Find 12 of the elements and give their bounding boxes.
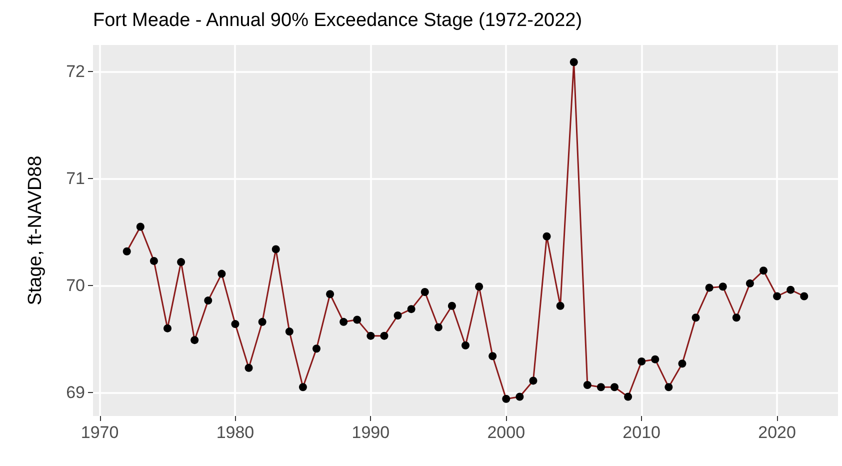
y-tick-label: 72 (66, 62, 85, 82)
y-tick-label: 70 (66, 276, 85, 296)
chart-title: Fort Meade - Annual 90% Exceedance Stage (1972-2022) (93, 10, 582, 31)
y-tick-label: 69 (66, 382, 85, 402)
x-tick-label: 1970 (80, 423, 119, 442)
y-tick-label: 71 (66, 169, 85, 188)
x-tick-label: 1990 (352, 423, 390, 442)
y-axis-title: Stage, ft-NAVD88 (25, 156, 46, 306)
x-tick-label: 2020 (758, 423, 796, 442)
x-tick-label: 2000 (487, 423, 526, 442)
x-tick-label: 2010 (622, 423, 661, 442)
x-tick-label: 1980 (216, 423, 254, 442)
